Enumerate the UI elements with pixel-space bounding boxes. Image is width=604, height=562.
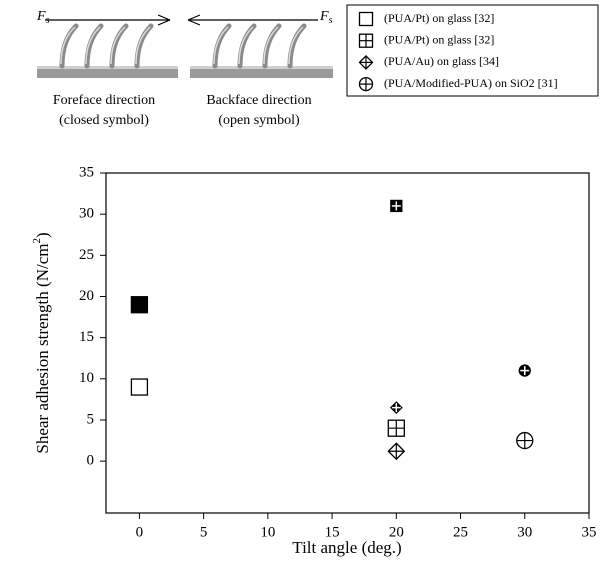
x-tick-label: 10: [260, 524, 275, 540]
x-tick-label: 20: [389, 524, 404, 540]
legend-label: (PUA/Au) on glass [34]: [384, 54, 499, 68]
illustration: Fs Fs Foreface direction (closed symbol)…: [36, 9, 333, 128]
y-tick-label: 25: [79, 247, 94, 263]
y-tick-label: 20: [79, 288, 94, 304]
marker-shape: [130, 296, 149, 314]
y-label-end: ): [33, 232, 52, 238]
y-tick-label: 30: [79, 206, 94, 222]
legend-label: (PUA/Pt) on glass [32]: [384, 11, 494, 25]
marker: [389, 401, 403, 415]
y-tick-label: 10: [79, 370, 94, 386]
marker: [390, 199, 403, 213]
x-tick-label: 35: [582, 524, 597, 540]
arrow-head: [187, 14, 201, 26]
marker: [358, 54, 374, 70]
marker: [358, 33, 374, 48]
caption: (open symbol): [218, 113, 300, 128]
force-subscript: s: [329, 15, 333, 26]
substrate: [190, 68, 333, 78]
y-tick-label: 35: [79, 164, 94, 180]
y-axis-label: Shear adhesion strength (N/cm2): [31, 232, 52, 453]
marker: [387, 419, 405, 437]
marker: [387, 442, 406, 461]
force-symbol: F: [36, 9, 46, 24]
marker: [358, 11, 374, 27]
y-tick-label: 0: [87, 453, 95, 469]
arrow-head: [157, 14, 171, 26]
legend-label: (PUA/Pt) on glass [32]: [384, 32, 494, 46]
caption: Backface direction: [206, 93, 311, 108]
marker: [130, 296, 149, 314]
marker: [516, 431, 534, 450]
x-axis-label: Tilt angle (deg.): [292, 538, 401, 557]
marker: [518, 364, 531, 377]
force-label: Fs: [36, 9, 50, 26]
substrate-top: [37, 66, 178, 69]
marker: [358, 76, 374, 92]
force-subscript: s: [46, 15, 50, 26]
x-tick-label: 15: [325, 524, 340, 540]
legend-box: [346, 4, 599, 97]
x-tick-label: 5: [200, 524, 208, 540]
hair-highlights: [60, 26, 151, 65]
y-label-sup: 2: [31, 238, 43, 244]
hair-highlights: [213, 26, 304, 65]
force-label: Fs: [319, 9, 333, 26]
plot-frame: [105, 172, 590, 514]
marker-shape: [358, 11, 374, 27]
x-tick-label: 0: [136, 524, 144, 540]
marker-shape: [130, 378, 149, 396]
force-symbol: F: [319, 9, 329, 24]
x-tick-label: 25: [453, 524, 468, 540]
substrate-top: [190, 66, 333, 69]
caption: (closed symbol): [59, 113, 149, 128]
substrate: [37, 68, 178, 78]
caption: Foreface direction: [53, 93, 155, 108]
y-label-main: Shear adhesion strength (N/cm: [33, 244, 52, 454]
y-tick-label: 15: [79, 329, 94, 345]
x-tick-label: 30: [517, 524, 532, 540]
legend-label: (PUA/Modified-PUA) on SiO2 [31]: [384, 76, 558, 90]
y-tick-label: 5: [87, 411, 95, 427]
marker: [130, 378, 149, 396]
